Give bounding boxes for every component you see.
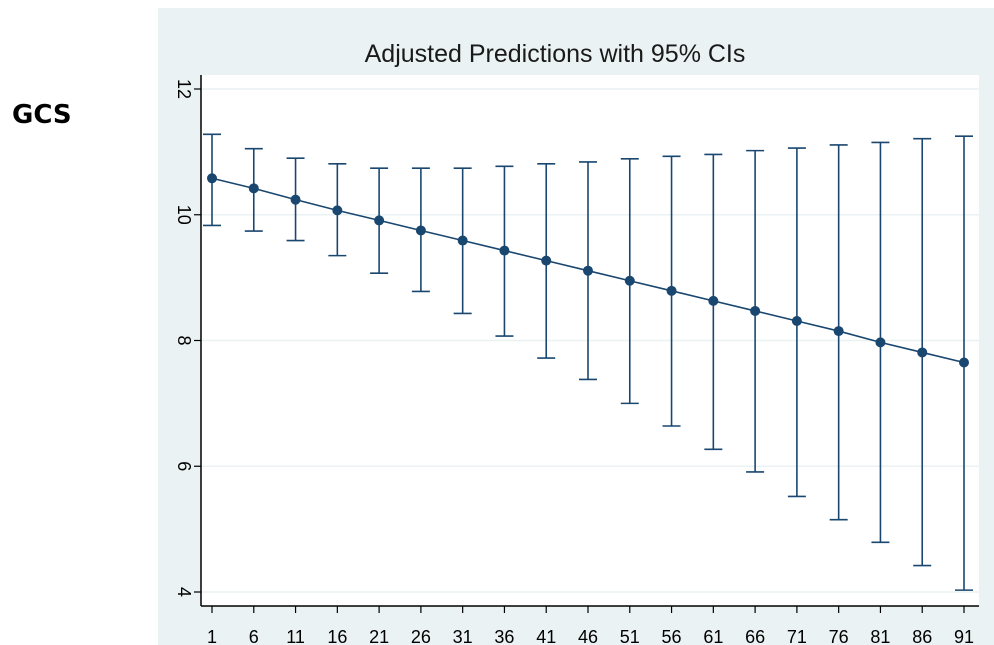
y-tick-label: 8	[174, 335, 194, 345]
y-tick-label: 6	[174, 461, 194, 471]
y-tick-label: 10	[174, 205, 194, 225]
x-tick-label: 16	[327, 627, 347, 645]
x-tick-label: 71	[787, 627, 807, 645]
data-point	[207, 173, 217, 184]
data-point	[374, 215, 385, 226]
data-point	[917, 347, 928, 358]
data-points	[207, 173, 969, 368]
data-point	[750, 305, 761, 316]
x-tick-label: 1	[207, 627, 217, 645]
data-point	[332, 205, 343, 216]
x-tick-label: 81	[870, 627, 890, 645]
data-point	[959, 357, 969, 368]
data-point	[708, 295, 719, 306]
x-tick-label: 66	[745, 627, 765, 645]
y-tick-label: 4	[174, 587, 194, 597]
data-point	[875, 337, 886, 348]
x-tick-label: 56	[662, 627, 682, 645]
data-point	[499, 245, 510, 256]
x-tick-label: 6	[249, 627, 259, 645]
data-point	[290, 194, 301, 205]
x-tick-label: 76	[829, 627, 849, 645]
data-point	[248, 183, 259, 194]
chart-title: Adjusted Predictions with 95% CIs	[365, 40, 746, 68]
grid-lines	[201, 88, 979, 593]
x-tick-label: 91	[954, 627, 974, 645]
data-point	[415, 225, 426, 236]
x-tick-label: 61	[703, 627, 723, 645]
data-point	[666, 285, 677, 296]
data-point	[541, 255, 552, 266]
x-tick-label: 31	[453, 627, 473, 645]
x-ticks: 1 6 11 16 21 26 31 36 41 46 51 56 61 66 71 76 81 86 91	[207, 606, 974, 645]
data-point	[583, 265, 593, 276]
y-ticks: 4 6 8 10 12	[174, 79, 201, 597]
data-point	[457, 235, 468, 246]
x-tick-label: 21	[369, 627, 389, 645]
x-tick-label: 86	[912, 627, 932, 645]
x-tick-label: 51	[620, 627, 640, 645]
data-point	[791, 316, 802, 327]
x-tick-label: 11	[286, 627, 305, 645]
x-tick-label: 46	[578, 627, 598, 645]
y-tick-label: 12	[174, 79, 194, 99]
x-tick-label: 36	[494, 627, 514, 645]
x-tick-label: 26	[411, 627, 431, 645]
side-label: GCS	[12, 100, 72, 130]
data-point	[624, 275, 635, 286]
x-tick-label: 41	[536, 627, 556, 645]
data-point	[833, 326, 844, 337]
